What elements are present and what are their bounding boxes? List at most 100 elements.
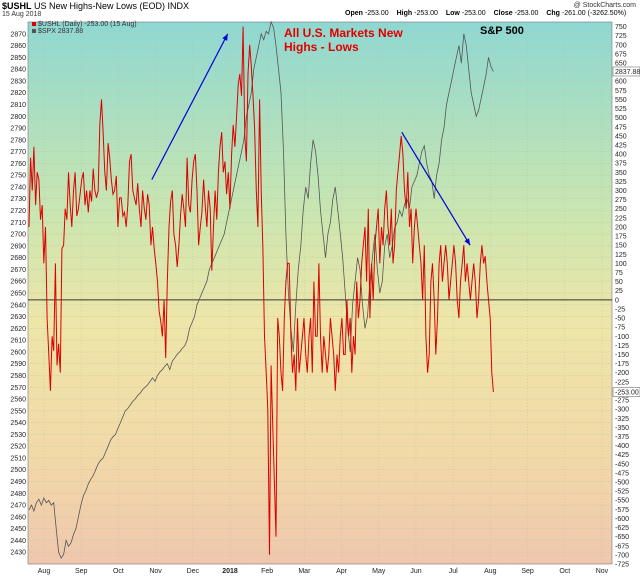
symbol: $USHL <box>2 1 32 11</box>
x-tick-label: May <box>372 568 386 575</box>
left-tick-label: 2720 <box>10 208 26 215</box>
left-tick-label: 2600 <box>10 349 26 356</box>
ohlc-high-value: -253.00 <box>414 10 438 17</box>
last-value-spx-box <box>612 66 640 77</box>
x-tick-label: Oct <box>113 568 124 575</box>
right-tick-label: -425 <box>615 452 629 459</box>
left-tick-label: 2680 <box>10 255 26 262</box>
right-tick-label: 700 <box>615 42 627 49</box>
left-tick-label: 2610 <box>10 338 26 345</box>
right-tick-label: -525 <box>615 489 629 496</box>
left-tick-label: 2620 <box>10 326 26 333</box>
right-tick-label: 50 <box>615 279 623 286</box>
left-tick-label: 2640 <box>10 302 26 309</box>
left-tick-label: 2470 <box>10 503 26 510</box>
right-tick-label: -475 <box>615 470 629 477</box>
left-tick-label: 2740 <box>10 184 26 191</box>
right-tick-label: 350 <box>615 170 627 177</box>
left-tick-label: 2570 <box>10 385 26 392</box>
right-tick-label: -450 <box>615 461 629 468</box>
right-tick-label: 475 <box>615 124 627 131</box>
right-tick-label: 650 <box>615 60 627 67</box>
right-tick-label: 175 <box>615 234 627 241</box>
right-tick-label: 225 <box>615 215 627 222</box>
left-tick-label: 2530 <box>10 432 26 439</box>
last-value-ushl-box <box>612 387 640 397</box>
legend-swatch-ushl <box>32 22 36 27</box>
legend-label-spx: $SPX 2837.88 <box>38 28 84 35</box>
x-tick-label: 2018 <box>222 568 238 575</box>
right-tick-label: 575 <box>615 88 627 95</box>
right-tick-label: 750 <box>615 24 627 31</box>
x-tick-label: Sep <box>521 568 534 575</box>
right-tick-label: -700 <box>615 552 629 559</box>
right-tick-label: 125 <box>615 252 627 259</box>
right-tick-label: -725 <box>615 562 629 569</box>
left-tick-label: 2710 <box>10 220 26 227</box>
x-tick-label: Jun <box>410 568 421 575</box>
left-tick-label: 2520 <box>10 444 26 451</box>
right-tick-label: 300 <box>615 188 627 195</box>
legend-item-spx: $SPX 2837.88 <box>32 28 83 35</box>
right-tick-label: 325 <box>615 179 627 186</box>
legend-item-ushl: $USHL (Daily) -253.00 (15 Aug) <box>32 21 137 28</box>
right-tick-label: -175 <box>615 361 629 368</box>
left-tick-label: 2450 <box>10 526 26 533</box>
right-tick-label: 400 <box>615 152 627 159</box>
ohlc-low-label: Low <box>445 10 460 17</box>
left-tick-label: 2630 <box>10 314 26 321</box>
x-tick-label: Oct <box>559 568 570 575</box>
left-tick-label: 2750 <box>10 173 26 180</box>
right-tick-label: -275 <box>615 398 629 405</box>
right-tick-label: -100 <box>615 334 629 341</box>
left-tick-label: 2760 <box>10 161 26 168</box>
left-tick-label: 2670 <box>10 267 26 274</box>
left-tick-label: 2580 <box>10 373 26 380</box>
trend-arrow-head <box>222 33 228 41</box>
symbol-title: $USHL US New Highs-New Lows (EOD) INDX <box>2 1 189 11</box>
right-tick-label: 250 <box>615 206 627 213</box>
left-tick-label: 2770 <box>10 149 26 156</box>
right-tick-label: 200 <box>615 224 627 231</box>
left-tick-label: 2830 <box>10 78 26 85</box>
symbol-description: US New Highs-New Lows (EOD) INDX <box>34 1 190 11</box>
right-tick-label: 275 <box>615 197 627 204</box>
right-tick-label: -300 <box>615 407 629 414</box>
trend-arrow-line <box>401 131 471 246</box>
right-tick-label: -150 <box>615 352 629 359</box>
left-tick-label: 2790 <box>10 126 26 133</box>
x-tick-label: Feb <box>261 568 273 575</box>
left-tick-label: 2460 <box>10 514 26 521</box>
right-tick-label: 525 <box>615 106 627 113</box>
spx-series-line <box>28 20 494 559</box>
right-tick-label: 450 <box>615 133 627 140</box>
left-tick-label: 2480 <box>10 491 26 498</box>
right-tick-label: -125 <box>615 343 629 350</box>
last-value-spx: 2837.88 <box>615 69 640 76</box>
left-tick-label: 2430 <box>10 550 26 557</box>
ohlc-open-label: Open <box>345 10 363 17</box>
ohlc-low-value: -253.00 <box>461 10 486 17</box>
right-tick-label: -25 <box>615 306 625 313</box>
trend-arrow-line <box>151 33 229 180</box>
right-tick-label: 0 <box>615 297 619 304</box>
left-tick-label: 2810 <box>10 102 26 109</box>
right-tick-label: -350 <box>615 425 629 432</box>
right-tick-label: 75 <box>615 270 623 277</box>
left-tick-label: 2590 <box>10 361 26 368</box>
x-tick-label: Nov <box>149 568 162 575</box>
right-tick-label: -50 <box>615 316 625 323</box>
left-tick-label: 2800 <box>10 114 26 121</box>
right-tick-label: 500 <box>615 115 627 122</box>
left-tick-label: 2440 <box>10 538 26 545</box>
x-tick-label: Nov <box>596 568 609 575</box>
right-tick-label: -600 <box>615 516 629 523</box>
legend-swatch-spx <box>32 29 36 34</box>
ohlc-close-value: -253.00 <box>514 10 539 17</box>
stockcharts-watermark: @ StockCharts.com <box>573 2 636 9</box>
right-tick-label: 150 <box>615 243 627 250</box>
right-tick-label: -575 <box>615 507 629 514</box>
ohlc-close-label: Close <box>493 10 513 17</box>
